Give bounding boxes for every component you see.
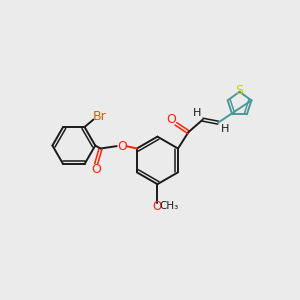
Text: H: H bbox=[220, 124, 229, 134]
Text: Br: Br bbox=[93, 110, 107, 123]
Text: O: O bbox=[117, 140, 127, 153]
Text: H: H bbox=[193, 108, 202, 118]
Text: O: O bbox=[166, 112, 176, 126]
Text: S: S bbox=[236, 84, 244, 97]
Text: CH₃: CH₃ bbox=[159, 202, 178, 212]
Text: O: O bbox=[153, 200, 162, 213]
Text: O: O bbox=[91, 163, 101, 176]
